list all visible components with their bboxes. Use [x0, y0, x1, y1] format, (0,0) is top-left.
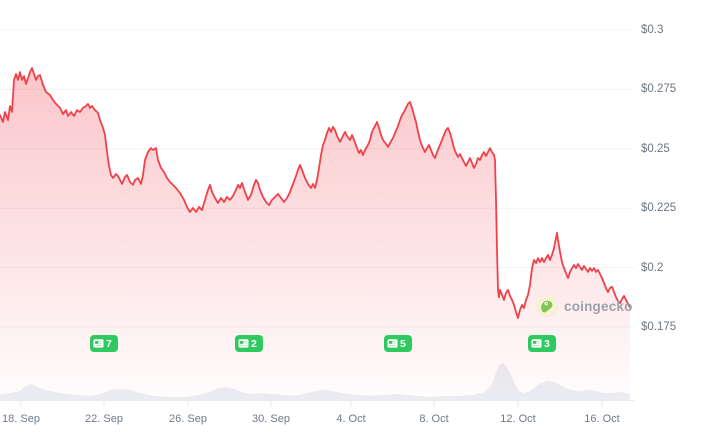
x-tick-label: 26. Sep	[169, 413, 207, 425]
x-tick-label: 12. Oct	[500, 413, 536, 425]
y-tick-label: $0.275	[641, 83, 677, 96]
news-badge-count: 5	[400, 337, 406, 350]
x-tick-label: 16. Oct	[584, 413, 620, 425]
news-icon	[93, 338, 104, 349]
x-tick-label: 4. Oct	[336, 413, 366, 425]
y-tick-label: $0.25	[641, 142, 670, 155]
x-tick-label: 30. Sep	[252, 413, 290, 425]
x-tick-label: 8. Oct	[419, 413, 449, 425]
x-tick-label: 22. Sep	[85, 413, 123, 425]
coingecko-watermark: coingecko	[536, 295, 633, 317]
news-icon	[531, 338, 542, 349]
price-line	[0, 67, 631, 319]
news-badge[interactable]: 3	[528, 335, 556, 352]
coingecko-watermark-label: coingecko	[564, 298, 633, 314]
news-badge[interactable]: 5	[384, 335, 412, 352]
news-icon	[387, 338, 398, 349]
news-badge-count: 3	[544, 337, 550, 350]
news-badge-count: 2	[251, 337, 257, 350]
x-tick-label: 18. Sep	[2, 413, 40, 425]
y-tick-label: $0.225	[641, 202, 677, 215]
news-badge[interactable]: 7	[90, 335, 118, 352]
y-tick-label: $0.2	[641, 261, 664, 274]
coingecko-logo-icon	[536, 295, 558, 317]
news-badge-count: 7	[106, 337, 112, 350]
news-badge[interactable]: 2	[235, 335, 263, 352]
y-tick-label: $0.175	[641, 321, 677, 333]
y-tick-label: $0.3	[641, 24, 664, 36]
news-icon	[238, 338, 249, 349]
price-area-fill	[0, 68, 630, 400]
